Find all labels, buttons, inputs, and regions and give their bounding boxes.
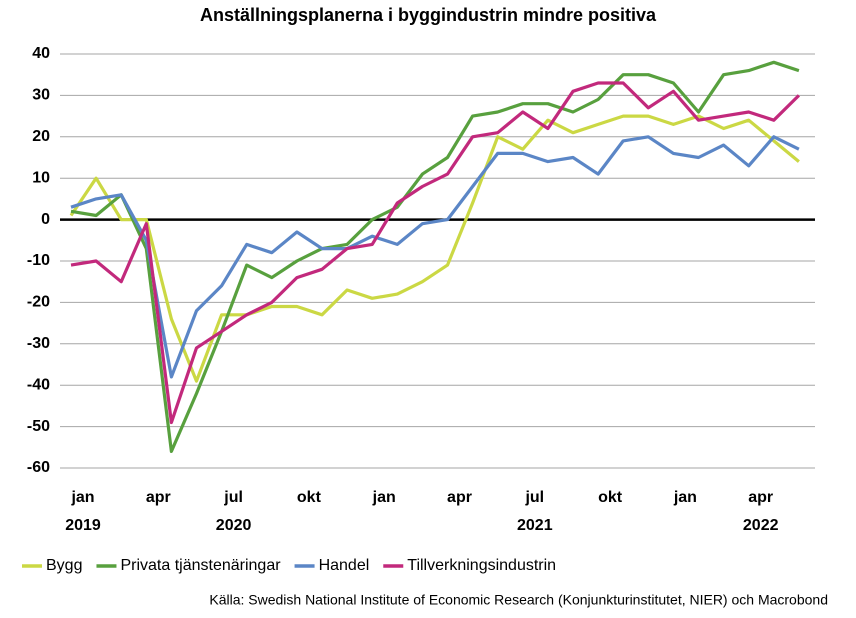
y-tick-label: -30 [27, 335, 50, 352]
x-year-label: 2022 [743, 517, 779, 534]
legend-label: Privata tjänstenäringar [120, 557, 281, 574]
x-tick-label: jan [673, 489, 697, 506]
x-tick-label: jul [223, 489, 243, 506]
y-tick-label: 10 [32, 169, 50, 186]
x-tick-label: apr [146, 489, 171, 506]
y-tick-label: 30 [32, 87, 50, 104]
y-tick-label: 0 [41, 211, 50, 228]
y-tick-label: -60 [27, 459, 50, 476]
x-tick-label: apr [748, 489, 773, 506]
y-tick-label: -20 [27, 294, 50, 311]
series-line [70, 60, 800, 453]
x-year-label: 2020 [216, 517, 252, 534]
x-year-label: 2021 [517, 517, 553, 534]
series-line [70, 135, 800, 379]
legend-label: Handel [319, 557, 370, 574]
x-tick-label: okt [297, 489, 322, 506]
x-tick-label: jan [372, 489, 396, 506]
series-line [69, 114, 800, 383]
x-tick-label: jan [70, 489, 94, 506]
y-tick-label: -10 [27, 252, 50, 269]
y-tick-label: 40 [32, 45, 50, 62]
series-line [70, 81, 801, 425]
chart-title: Anställningsplanerna i byggindustrin min… [200, 5, 657, 25]
x-tick-label: okt [598, 489, 623, 506]
y-tick-label: -40 [27, 376, 50, 393]
legend-label: Bygg [46, 557, 82, 574]
x-year-label: 2019 [65, 517, 101, 534]
x-tick-label: apr [447, 489, 472, 506]
x-tick-label: jul [524, 489, 544, 506]
legend-label: Tillverkningsindustrin [407, 557, 556, 574]
y-tick-label: -50 [27, 418, 50, 435]
y-tick-label: 20 [32, 128, 50, 145]
source: Källa: Swedish National Institute of Eco… [209, 592, 828, 608]
